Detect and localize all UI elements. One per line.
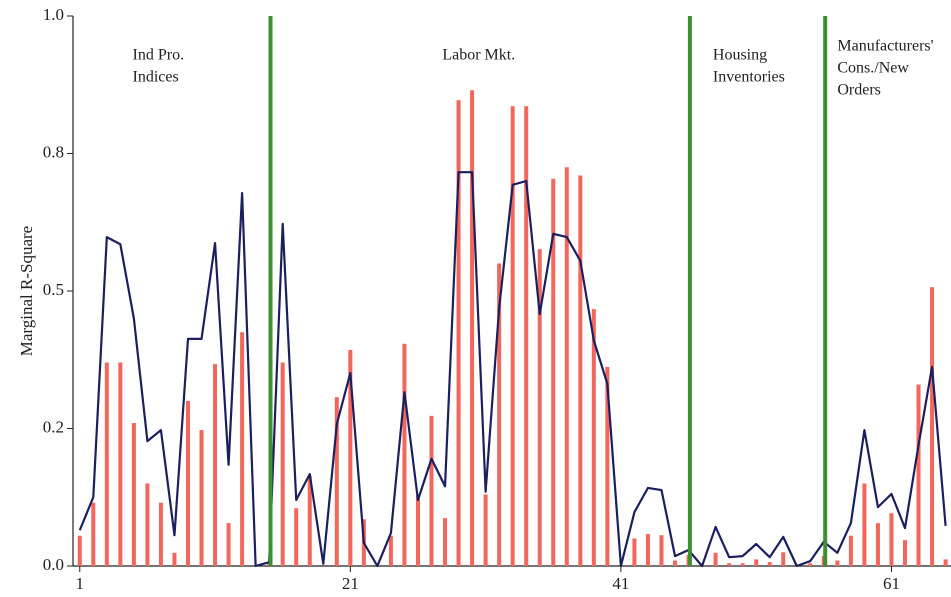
bar [415,494,420,566]
bar [213,364,218,566]
annotation: Inventories [713,69,785,86]
bar [145,483,150,566]
bar [443,518,448,566]
annotation: Indices [133,69,179,86]
bar [456,100,461,567]
annotation: Labor Mkt. [442,47,515,64]
bar [889,513,894,566]
bar [564,167,569,566]
bar [240,332,245,566]
bar [903,540,908,566]
bar [158,502,163,566]
bar [294,508,299,566]
bar [104,362,109,566]
x-tick-label: 41 [612,574,629,593]
annotation: Housing [713,47,767,64]
y-tick-label: 0.8 [43,142,64,161]
y-tick-label: 0.0 [43,555,64,574]
bar [781,552,786,566]
bar [740,563,745,566]
bar [713,552,718,566]
annotation: Manufacturers' [837,38,933,55]
bar [307,475,312,566]
y-axis-label: Marginal R-Square [17,226,36,356]
bar [808,563,813,566]
bar [551,178,556,567]
bar [334,397,339,566]
line [78,171,947,568]
bar [605,366,610,566]
bar [185,401,190,566]
bar [673,560,678,566]
bar [483,494,488,566]
bar [524,106,529,566]
bar [199,430,204,566]
bar [497,263,502,566]
bar [131,423,136,566]
bar [226,523,231,566]
bar [578,175,583,566]
bar [943,559,948,566]
bar [348,349,353,566]
bar [727,563,732,566]
annotation: Orders [837,82,881,99]
bar [510,106,515,566]
y-tick-label: 0.5 [43,280,64,299]
bar [388,535,393,566]
bar [402,343,407,566]
bar [862,483,867,566]
bar [77,535,82,566]
bar [537,249,542,566]
bar [645,534,650,566]
bar [659,535,664,566]
bar [875,523,880,566]
x-tick-label: 21 [342,574,359,593]
bar [280,362,285,566]
bar [429,415,434,566]
x-tick-label: 61 [883,574,900,593]
bar [835,560,840,566]
annotation: Cons./New [837,60,909,77]
bar [754,559,759,566]
y-tick-label: 1.0 [43,5,64,24]
bar [930,287,935,566]
bar [172,552,177,566]
bar [916,384,921,566]
bar [91,502,96,566]
x-tick-label: 1 [76,574,85,593]
bar [591,309,596,566]
bar [470,90,475,566]
bar [767,562,772,566]
bar [632,538,637,566]
annotation: Ind Pro. [133,47,185,64]
bar [118,362,123,566]
bar [848,535,853,566]
y-tick-label: 0.2 [43,417,64,436]
